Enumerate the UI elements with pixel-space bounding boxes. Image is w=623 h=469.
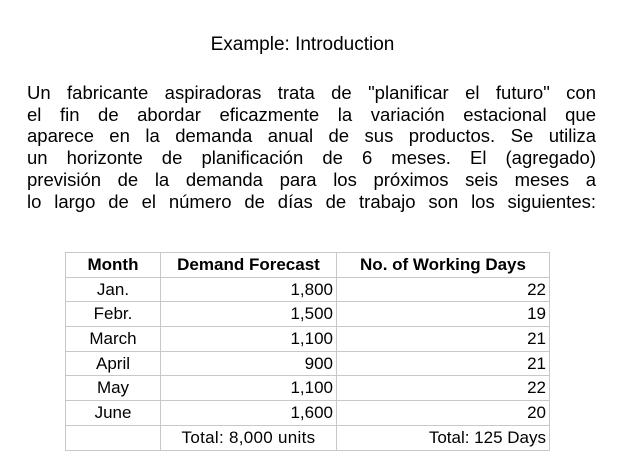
demand-cell: 900	[160, 350, 337, 377]
demand-cell: 1,800	[160, 276, 337, 303]
table-row: March 1,100 21	[65, 326, 550, 352]
total-demand-cell: Total: 8,000 units	[160, 424, 337, 451]
working-days-column-header: No. of Working Days	[336, 252, 550, 278]
demand-cell: 1,500	[160, 301, 337, 328]
month-cell: Jan.	[65, 276, 161, 303]
working-days-cell: 19	[336, 301, 550, 328]
month-cell: May	[65, 375, 161, 402]
demand-cell: 1,600	[160, 400, 337, 426]
page-title: Example: Introduction	[210, 34, 395, 55]
table-header-row: Month Demand Forecast No. of Working Day…	[65, 252, 550, 278]
working-days-cell: 21	[336, 350, 550, 377]
intro-line: Un fabricante aspiradoras trata de "plan…	[27, 82, 596, 103]
total-working-days-cell: Total: 125 Days	[336, 424, 550, 451]
demand-cell: 1,100	[160, 375, 337, 402]
intro-line: un horizonte de planificación de 6 meses…	[27, 147, 596, 169]
demand-forecast-table: Month Demand Forecast No. of Working Day…	[65, 252, 550, 451]
month-column-header: Month	[65, 252, 161, 278]
demand-cell: 1,100	[160, 326, 337, 352]
table-row: June 1,600 20	[65, 400, 550, 426]
month-cell: June	[65, 400, 161, 426]
working-days-cell: 20	[336, 400, 550, 426]
working-days-cell: 22	[336, 276, 550, 303]
totals-empty-cell	[65, 424, 161, 451]
intro-paragraph: Un fabricante aspiradoras trata de "plan…	[27, 82, 596, 212]
demand-forecast-column-header: Demand Forecast	[160, 252, 337, 278]
intro-line: el fin de abordar eficazmente la variaci…	[27, 103, 596, 125]
month-cell: March	[65, 326, 161, 352]
table-row: May 1,100 22	[65, 375, 550, 402]
intro-line: aparece en la demanda anual de sus produ…	[27, 125, 596, 147]
intro-line: previsión de la demanda para los próximo…	[27, 168, 596, 190]
intro-line: lo largo de el número de días de trabajo…	[27, 190, 596, 212]
working-days-cell: 21	[336, 326, 550, 352]
month-cell: Febr.	[65, 301, 161, 328]
table-row: April 900 21	[65, 350, 550, 377]
table-row: Jan. 1,800 22	[65, 276, 550, 303]
month-cell: April	[65, 350, 161, 377]
working-days-cell: 22	[336, 375, 550, 402]
table-row: Febr. 1,500 19	[65, 301, 550, 328]
table-totals-row: Total: 8,000 units Total: 125 Days	[65, 424, 550, 451]
